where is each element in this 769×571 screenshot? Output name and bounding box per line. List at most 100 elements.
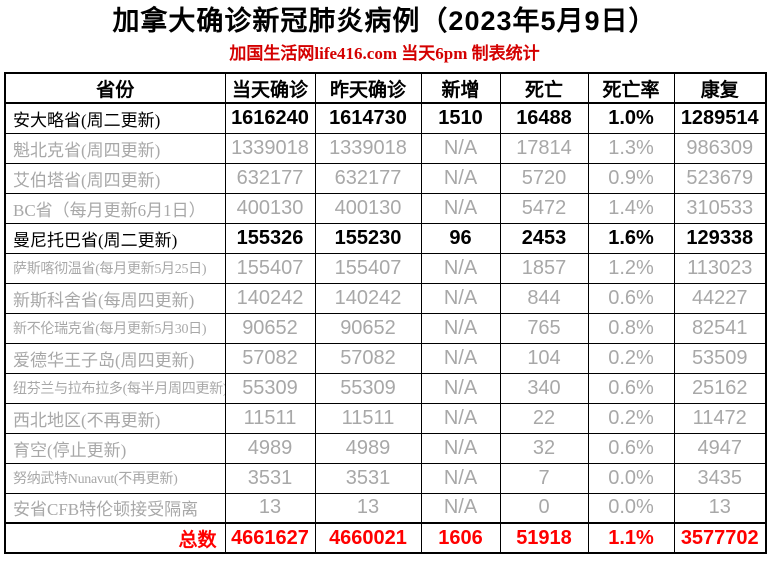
deaths-cell: 51918 [499, 522, 589, 554]
province-cell: 爱德华王子岛(周四更新) [4, 342, 226, 374]
today-cases-cell: 90652 [224, 312, 316, 344]
recovered-cell: 3577702 [673, 522, 767, 554]
deaths-cell: 32 [499, 432, 589, 464]
death-rate-cell: 0.6% [587, 372, 675, 404]
recovered-cell: 113023 [673, 252, 767, 284]
province-cell: 西北地区(不再更新) [4, 402, 226, 434]
new-cases-cell: N/A [420, 372, 501, 404]
table-row: 魁北克省(周四更新) 1339018 1339018 N/A 17814 1.3… [4, 132, 767, 164]
today-cases-cell: 4989 [224, 432, 316, 464]
recovered-cell: 3435 [673, 462, 767, 494]
death-rate-cell: 0.9% [587, 162, 675, 194]
deaths-cell: 340 [499, 372, 589, 404]
table-row: 努纳武特Nunavut(不再更新) 3531 3531 N/A 7 0.0% 3… [4, 462, 767, 494]
col-header-province: 省份 [4, 72, 226, 104]
yesterday-cases-cell: 155407 [314, 252, 422, 284]
deaths-cell: 7 [499, 462, 589, 494]
province-cell: 新不伦瑞克省(每月更新5月30日) [4, 312, 226, 344]
province-cell: 萨斯喀彻温省(每月更新5月25日) [4, 252, 226, 284]
yesterday-cases-cell: 140242 [314, 282, 422, 314]
table-row: 安省CFB特伦顿接受隔离 13 13 N/A 0 0.0% 13 [4, 492, 767, 524]
yesterday-cases-cell: 400130 [314, 192, 422, 224]
col-header-death-rate: 死亡率 [587, 72, 675, 104]
yesterday-cases-cell: 11511 [314, 402, 422, 434]
source-credit: 加国生活网life416.com 当天6pm 制表统计 [229, 44, 540, 63]
table-row: 育空(停止更新) 4989 4989 N/A 32 0.6% 4947 [4, 432, 767, 464]
covid-stats-page: 加拿大确诊新冠肺炎病例（2023年5月9日） 加国生活网life416.com … [0, 5, 769, 554]
death-rate-cell: 0.0% [587, 462, 675, 494]
today-cases-cell: 155407 [224, 252, 316, 284]
yesterday-cases-cell: 13 [314, 492, 422, 524]
yesterday-cases-cell: 4989 [314, 432, 422, 464]
recovered-cell: 4947 [673, 432, 767, 464]
page-title: 加拿大确诊新冠肺炎病例（2023年5月9日） [112, 6, 657, 36]
deaths-cell: 17814 [499, 132, 589, 164]
recovered-cell: 129338 [673, 222, 767, 254]
deaths-cell: 16488 [499, 102, 589, 134]
yesterday-cases-cell: 1614730 [314, 102, 422, 134]
recovered-cell: 310533 [673, 192, 767, 224]
recovered-cell: 53509 [673, 342, 767, 374]
province-cell: 魁北克省(周四更新) [4, 132, 226, 164]
new-cases-cell: N/A [420, 312, 501, 344]
today-cases-cell: 11511 [224, 402, 316, 434]
table-row: 新斯科舍省(每周四更新) 140242 140242 N/A 844 0.6% … [4, 282, 767, 314]
deaths-cell: 1857 [499, 252, 589, 284]
death-rate-cell: 0.6% [587, 282, 675, 314]
table-row: BC省（每月更新6月1日） 400130 400130 N/A 5472 1.4… [4, 192, 767, 224]
today-cases-cell: 155326 [224, 222, 316, 254]
yesterday-cases-cell: 90652 [314, 312, 422, 344]
recovered-cell: 25162 [673, 372, 767, 404]
yesterday-cases-cell: 632177 [314, 162, 422, 194]
new-cases-cell: N/A [420, 492, 501, 524]
today-cases-cell: 3531 [224, 462, 316, 494]
province-cell: 育空(停止更新) [4, 432, 226, 464]
deaths-cell: 5720 [499, 162, 589, 194]
table-row: 西北地区(不再更新) 11511 11511 N/A 22 0.2% 11472 [4, 402, 767, 434]
col-header-new-cases: 新增 [420, 72, 501, 104]
new-cases-cell: 1510 [420, 102, 501, 134]
yesterday-cases-cell: 3531 [314, 462, 422, 494]
province-cell: 安大略省(周二更新) [4, 102, 226, 134]
today-cases-cell: 55309 [224, 372, 316, 404]
deaths-cell: 0 [499, 492, 589, 524]
death-rate-cell: 0.6% [587, 432, 675, 464]
table-row: 曼尼托巴省(周二更新) 155326 155230 96 2453 1.6% 1… [4, 222, 767, 254]
death-rate-cell: 0.8% [587, 312, 675, 344]
province-cell: 安省CFB特伦顿接受隔离 [4, 492, 226, 524]
today-cases-cell: 13 [224, 492, 316, 524]
new-cases-cell: N/A [420, 132, 501, 164]
table-row: 爱德华王子岛(周四更新) 57082 57082 N/A 104 0.2% 53… [4, 342, 767, 374]
death-rate-cell: 1.6% [587, 222, 675, 254]
recovered-cell: 44227 [673, 282, 767, 314]
today-cases-cell: 400130 [224, 192, 316, 224]
new-cases-cell: N/A [420, 252, 501, 284]
death-rate-cell: 0.2% [587, 402, 675, 434]
yesterday-cases-cell: 57082 [314, 342, 422, 374]
deaths-cell: 22 [499, 402, 589, 434]
table-body: 安大略省(周二更新) 1616240 1614730 1510 16488 1.… [4, 102, 767, 554]
new-cases-cell: 96 [420, 222, 501, 254]
covid-stats-table: 省份 当天确诊 昨天确诊 新增 死亡 死亡率 康复 安大略省(周二更新) 161… [4, 72, 767, 554]
recovered-cell: 82541 [673, 312, 767, 344]
today-cases-cell: 632177 [224, 162, 316, 194]
recovered-cell: 13 [673, 492, 767, 524]
table-row: 安大略省(周二更新) 1616240 1614730 1510 16488 1.… [4, 102, 767, 134]
recovered-cell: 986309 [673, 132, 767, 164]
col-header-deaths: 死亡 [499, 72, 589, 104]
province-cell: 曼尼托巴省(周二更新) [4, 222, 226, 254]
deaths-cell: 104 [499, 342, 589, 374]
death-rate-cell: 1.4% [587, 192, 675, 224]
deaths-cell: 2453 [499, 222, 589, 254]
death-rate-cell: 0.2% [587, 342, 675, 374]
province-cell: BC省（每月更新6月1日） [4, 192, 226, 224]
today-cases-cell: 57082 [224, 342, 316, 374]
col-header-recovered: 康复 [673, 72, 767, 104]
table-row: 总数 4661627 4660021 1606 51918 1.1% 35777… [4, 522, 767, 554]
table-row: 纽芬兰与拉布拉多(每半月周四更新) 55309 55309 N/A 340 0.… [4, 372, 767, 404]
yesterday-cases-cell: 155230 [314, 222, 422, 254]
province-cell: 纽芬兰与拉布拉多(每半月周四更新) [4, 372, 226, 404]
province-cell: 新斯科舍省(每周四更新) [4, 282, 226, 314]
recovered-cell: 1289514 [673, 102, 767, 134]
recovered-cell: 523679 [673, 162, 767, 194]
